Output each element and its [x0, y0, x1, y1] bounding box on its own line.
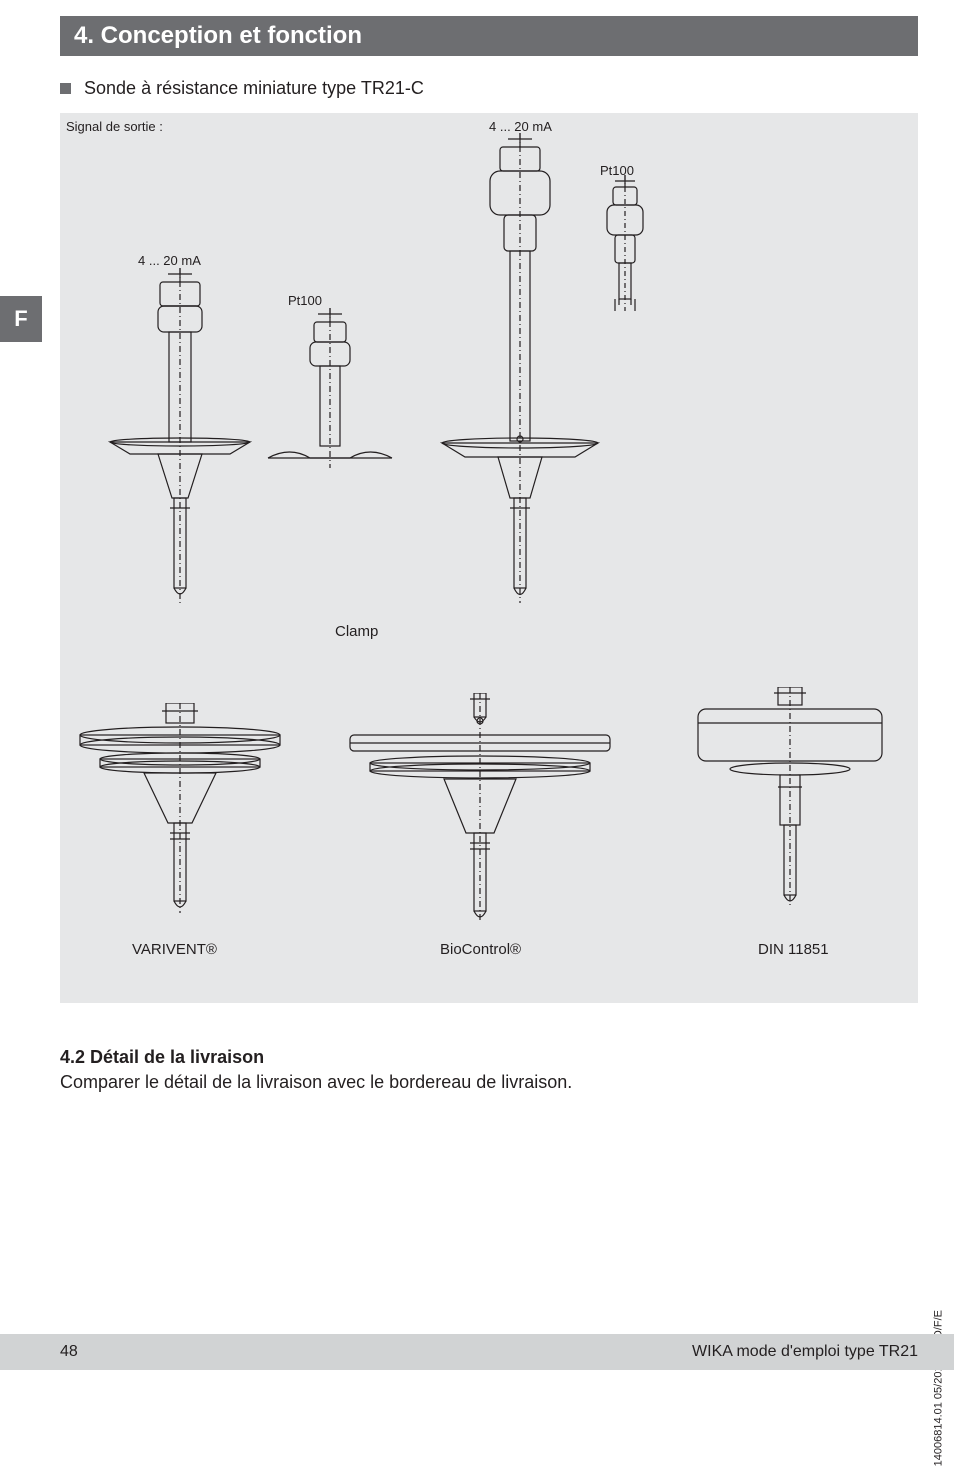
footer-doc-title: WIKA mode d'emploi type TR21: [692, 1343, 918, 1361]
label-din: DIN 11851: [758, 941, 829, 958]
subsection-delivery: 4.2 Détail de la livraison Comparer le d…: [60, 1047, 918, 1093]
label-varivent: VARIVENT®: [132, 941, 217, 958]
subsection-title: 4.2 Détail de la livraison: [60, 1047, 918, 1068]
probe-clamp-420-right: [430, 133, 610, 613]
page-footer: 48 WIKA mode d'emploi type TR21: [0, 1334, 954, 1370]
section-title-bar: 4. Conception et fonction: [60, 16, 918, 56]
probe-pt100-right: [585, 175, 665, 315]
language-letter: F: [14, 306, 27, 332]
label-signal-top: 4 ... 20 mA: [489, 119, 552, 134]
square-bullet-icon: [60, 83, 71, 94]
subheading-text: Sonde à résistance miniature type TR21-C: [84, 78, 424, 98]
label-clamp: Clamp: [335, 623, 378, 640]
probe-clamp-420-left: [100, 268, 260, 613]
subheading-row: Sonde à résistance miniature type TR21-C: [60, 78, 918, 99]
label-biocontrol: BioControl®: [440, 941, 521, 958]
connection-biocontrol: [340, 693, 620, 933]
connection-din11851: [690, 687, 890, 917]
label-signal-left: 4 ... 20 mA: [138, 253, 201, 268]
footer-page-number: 48: [60, 1343, 78, 1361]
label-pt100-left: Pt100: [288, 293, 322, 308]
label-signal-out: Signal de sortie :: [66, 119, 163, 134]
probe-clamp-pt100-left: [260, 308, 400, 488]
section-title: 4. Conception et fonction: [74, 22, 362, 49]
subsection-text: Comparer le détail de la livraison avec …: [60, 1072, 918, 1093]
diagram-area: Signal de sortie : 4 ... 20 mA 4 ... 20 …: [60, 113, 918, 1003]
connection-varivent: [70, 703, 290, 923]
language-tab: F: [0, 296, 42, 342]
